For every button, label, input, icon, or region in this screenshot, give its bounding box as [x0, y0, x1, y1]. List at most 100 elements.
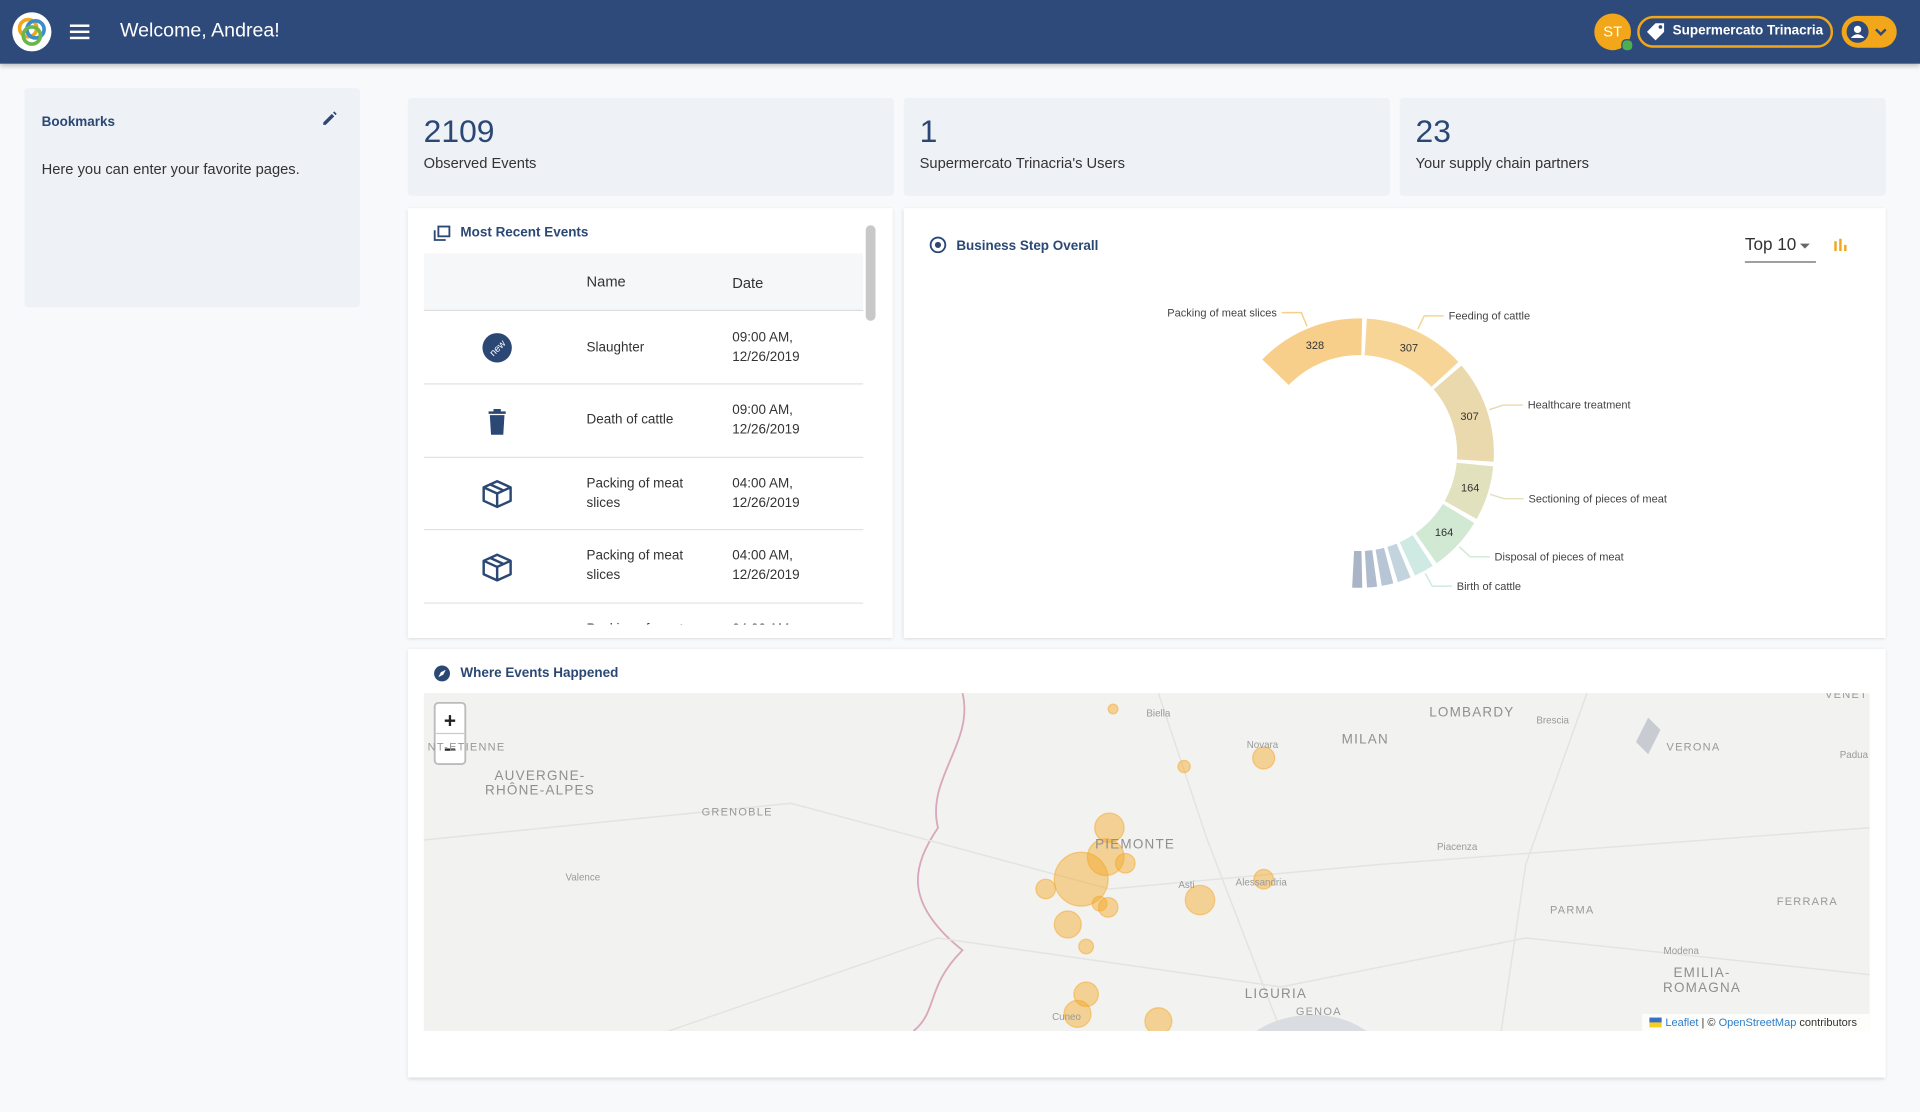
value-label: 307 — [1460, 411, 1478, 423]
place-label: VERONA — [1667, 742, 1721, 754]
category-label: Birth of cattle — [1457, 581, 1521, 593]
value-label: 328 — [1306, 340, 1324, 352]
place-label: Biella — [1146, 708, 1170, 719]
event-icon — [480, 622, 514, 624]
event-bubbles[interactable] — [1035, 703, 1276, 1032]
company-name: Supermercato Trinacria — [1672, 23, 1824, 38]
event-date: 04:00 AM, 12/26/2019 — [732, 475, 800, 511]
chart-segment — [1364, 550, 1378, 588]
box — [482, 480, 512, 509]
bookmarks-text: Here you can enter your favorite pages. — [41, 160, 300, 178]
value-label: 164 — [1461, 483, 1479, 495]
column-header: Name — [586, 273, 626, 291]
compass-icon — [434, 665, 451, 682]
dropdown-caret[interactable] — [1800, 243, 1810, 249]
chart-segment — [1375, 547, 1394, 586]
scrollbar[interactable] — [865, 225, 876, 321]
event-icon — [488, 408, 506, 435]
status-dot — [1621, 39, 1634, 52]
place-label: Valence — [566, 872, 601, 883]
badge — [482, 333, 512, 363]
label-line — [1424, 572, 1452, 587]
event-date: 09:00 AM, 12/26/2019 — [732, 402, 800, 438]
chart-segment — [1399, 535, 1433, 576]
logo[interactable] — [11, 11, 53, 53]
table-row: Packing of meat slices 04:00 AM, 12/26/20… — [423, 457, 864, 531]
company-button[interactable]: Supermercato Trinacria — [1637, 15, 1834, 48]
stat-value: 2109 — [423, 112, 495, 150]
svg-text:Leaflet | © OpenStreetMap cont: Leaflet | © OpenStreetMap contributors — [1665, 1017, 1857, 1029]
chart-segment — [1433, 365, 1494, 462]
place-label: Padua — [1840, 750, 1869, 761]
place-label: RHÔNE-ALPES — [485, 783, 595, 798]
event-date: 04:00 AM, 12/26/2019 — [732, 548, 800, 583]
event-icon — [482, 480, 512, 509]
attribution-text: contributors — [1799, 1017, 1857, 1029]
column-header: Date — [732, 274, 764, 292]
chart-icon — [934, 241, 942, 248]
events-title: Most Recent Events — [460, 225, 589, 241]
bookmarks-card: Bookmarks Here you can enter your favori… — [24, 88, 361, 308]
box — [482, 552, 512, 582]
event-icon: new — [482, 333, 512, 363]
chart-icon — [929, 236, 947, 254]
table-row: new Slaughter 09:00 AM, 12/26/2019 — [423, 311, 864, 385]
label-line — [1489, 493, 1524, 500]
top-selector[interactable]: Top 10 — [1745, 234, 1796, 254]
event-name: Packing of meat slices — [587, 619, 703, 624]
stat-value: 1 — [919, 112, 938, 150]
chart-segment — [1364, 318, 1459, 387]
chart: Business Step Overall Top 10 328 Packing … — [929, 234, 1847, 593]
stat-card: 23 Your supply chain partners — [1399, 97, 1886, 196]
table-header: Name Date — [423, 253, 864, 312]
event-icon — [482, 552, 512, 582]
place-label: FERRARA — [1777, 896, 1838, 908]
stat-label: Your supply chain partners — [1415, 154, 1589, 172]
user-icon — [1846, 20, 1887, 43]
event-name: Packing of meat slices — [586, 548, 684, 583]
place-label: Cuneo — [1052, 1012, 1081, 1023]
category-label: Disposal of pieces of meat — [1495, 551, 1624, 563]
leaflet-link[interactable]: Leaflet — [1665, 1017, 1698, 1029]
menu-button[interactable] — [69, 22, 92, 42]
chart-segment — [1262, 318, 1363, 386]
map[interactable]: + − Leaflet | © OpenStreetMap contributo… — [423, 693, 1870, 1032]
place-label: LIGURIA — [1245, 986, 1307, 1001]
zoom-in[interactable]: + — [444, 709, 456, 732]
place-label: EMILIA- — [1673, 965, 1730, 980]
category-label: Healthcare treatment — [1528, 400, 1631, 412]
value-label: 307 — [1400, 343, 1418, 355]
value-label: 164 — [1435, 527, 1453, 539]
label-line — [1281, 311, 1308, 327]
place-label: Novara — [1247, 740, 1279, 751]
zoom-out[interactable]: − — [444, 739, 456, 762]
event-name: Death of cattle — [586, 412, 674, 428]
chart-segment — [1387, 543, 1411, 583]
event-name: Packing of meat slices — [586, 475, 684, 511]
events-icon — [433, 225, 451, 241]
place-label: Asti — [1178, 880, 1194, 891]
chart-segment — [1444, 462, 1494, 519]
map-card: Where Events Happened + − Leaflet | © Op… — [407, 648, 1886, 1078]
edit-button[interactable] — [321, 110, 338, 127]
label-line — [1458, 546, 1490, 558]
zoom-control: + − — [433, 701, 467, 766]
stat-label: Supermercato Trinacria's Users — [919, 154, 1125, 172]
chart-segment — [1415, 503, 1475, 564]
category-label: Sectioning of pieces of meat — [1529, 493, 1667, 505]
user-menu[interactable] — [1841, 15, 1897, 48]
trash — [488, 408, 506, 435]
place-label: AUVERGNE- — [494, 768, 585, 783]
osm-link[interactable]: OpenStreetMap — [1719, 1017, 1797, 1029]
chart-type-button[interactable] — [1834, 238, 1847, 252]
table-row: Packing of meat slices 04:00 AM, 12/26/20… — [423, 530, 864, 604]
category-label: Packing of meat slices — [1167, 307, 1277, 319]
stat-label: Observed Events — [423, 154, 537, 172]
event-name: Slaughter — [586, 339, 645, 355]
place-label: Modena — [1664, 946, 1700, 957]
recent-events-card: Most Recent Events Name Date new Slaughte… — [407, 208, 893, 638]
place-label: LOMBARDY — [1429, 704, 1514, 719]
place-label: Alessandria — [1236, 877, 1288, 888]
stat-value: 23 — [1415, 112, 1451, 150]
